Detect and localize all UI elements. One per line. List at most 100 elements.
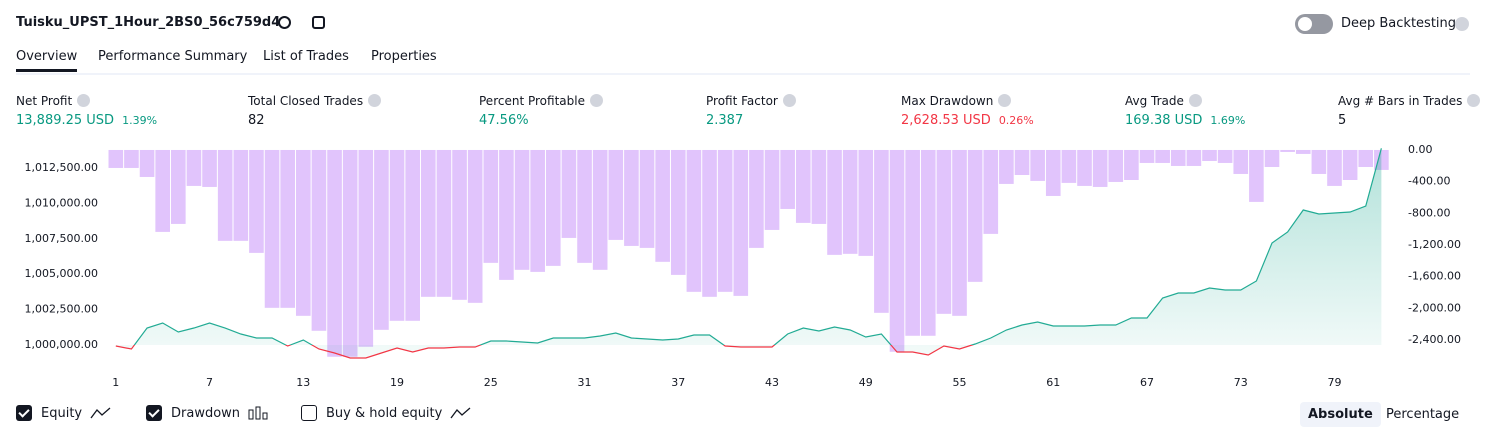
drawdown-bar (202, 149, 217, 187)
drawdown-bar (889, 149, 905, 352)
x-tick-label: 43 (765, 376, 779, 389)
chart: 1,000,000.00 1,002,500.00 1,005,000.00 1,00… (25, 143, 1461, 389)
drawdown-bar (1014, 149, 1030, 175)
drawdown-bar (124, 149, 139, 168)
deep-backtesting-toggle[interactable] (1295, 14, 1333, 34)
alert-icon[interactable] (312, 16, 325, 29)
drawdown-bar (795, 149, 811, 223)
drawdown-bar (999, 149, 1014, 184)
help-icon[interactable] (1455, 17, 1469, 31)
tab[interactable]: Overview (16, 49, 78, 72)
stat-value: 2.387 (706, 113, 744, 128)
stat: Avg # Bars in Trades 5 (1338, 94, 1481, 128)
drawdown-bar (686, 149, 702, 292)
drawdown-bar (389, 149, 405, 321)
drawdown-bar (280, 149, 295, 308)
drawdown-bar (874, 149, 889, 313)
stat-label-row: Percent Profitable (479, 94, 603, 108)
stat-value-row: 13,889.25 USD 1.39% (16, 113, 157, 128)
drawdown-bar (436, 149, 452, 297)
info-icon[interactable] (368, 94, 382, 107)
legend-label: Equity (41, 405, 83, 421)
stat: Avg Trade 169.38 USD 1.69% (1125, 94, 1245, 128)
tab[interactable]: Performance Summary (98, 49, 248, 64)
stat-label-row: Avg # Bars in Trades (1338, 94, 1481, 108)
x-tick-label: 25 (484, 376, 498, 389)
y2-tick-label: -1,600.00 (1408, 270, 1461, 283)
stat-label-row: Avg Trade (1125, 94, 1245, 108)
tab[interactable]: List of Trades (263, 49, 349, 64)
settings-icon[interactable] (278, 16, 291, 29)
x-tick-label: 55 (953, 376, 967, 389)
x-tick-label: 37 (671, 376, 685, 389)
y-tick-label: 1,010,000.00 (25, 196, 98, 209)
checkbox[interactable] (146, 405, 162, 421)
x-tick-label: 31 (578, 376, 592, 389)
legend-icon (248, 406, 268, 420)
drawdown-bar (1202, 149, 1217, 161)
drawdown-bar (1249, 149, 1264, 202)
drawdown-bar (155, 149, 170, 232)
drawdown-bar (420, 149, 436, 297)
drawdown-bar (311, 149, 327, 331)
stat-value-row: 169.38 USD 1.69% (1125, 113, 1245, 128)
drawdown-bar (764, 149, 780, 230)
drawdown-bar (1342, 149, 1358, 180)
stat-label: Avg # Bars in Trades (1338, 94, 1463, 108)
drawdown-bar (545, 149, 561, 266)
info-icon[interactable] (1467, 94, 1481, 107)
legend-icon (90, 407, 111, 419)
info-icon[interactable] (589, 94, 603, 107)
y2-tick-label: -2,000.00 (1408, 301, 1461, 314)
drawdown-bar (1186, 149, 1202, 166)
stat-percent: 1.39% (122, 114, 158, 127)
drawdown-bar (186, 149, 202, 186)
stat: Net Profit 13,889.25 USD 1.39% (16, 94, 157, 128)
stat-label-row: Total Closed Trades (248, 94, 382, 108)
drawdown-bar (452, 149, 467, 300)
drawdown-bar (405, 149, 420, 321)
stat: Max Drawdown 2,628.53 USD 0.26% (901, 94, 1034, 128)
drawdown-bar (608, 149, 624, 240)
legend-item[interactable]: Drawdown (146, 405, 270, 421)
stat-value: 2,628.53 USD (901, 113, 991, 128)
legend-item[interactable]: Equity (16, 405, 112, 421)
drawdown-bar (264, 149, 280, 308)
legend-item[interactable]: Buy & hold equity (301, 405, 472, 421)
drawdown-bar (983, 149, 999, 234)
drawdown-bar (733, 149, 749, 296)
info-icon[interactable] (1188, 94, 1202, 107)
stat-label: Profit Factor (706, 94, 778, 108)
stat: Total Closed Trades 82 (248, 94, 382, 128)
stat-label: Total Closed Trades (248, 94, 364, 108)
drawdown-bar (1155, 149, 1170, 163)
legend-label: Buy & hold equity (326, 405, 443, 421)
view-button[interactable]: Absolute (1300, 402, 1381, 427)
drawdown-bar (842, 149, 858, 254)
drawdown-bar (655, 149, 670, 262)
y2-tick-label: -2,400.00 (1408, 333, 1461, 346)
stat: Percent Profitable 47.56% (479, 94, 603, 128)
stat-label: Net Profit (16, 94, 73, 108)
drawdown-bar (217, 149, 233, 241)
deep-backtesting-label: Deep Backtesting (1341, 16, 1457, 31)
drawdown-bar (1264, 149, 1280, 167)
drawdown-bar (1217, 149, 1233, 163)
x-tick-label: 19 (390, 376, 404, 389)
y-tick-label: 1,012,500.00 (25, 161, 98, 174)
info-icon[interactable] (998, 94, 1012, 107)
checkbox[interactable] (16, 405, 32, 421)
checkbox[interactable] (301, 405, 317, 421)
tab[interactable]: Properties (371, 49, 437, 64)
drawdown-bar (483, 149, 499, 263)
drawdown-bar (1108, 149, 1124, 182)
drawdown-bar (1139, 149, 1155, 163)
stat-label-row: Profit Factor (706, 94, 796, 108)
view-button[interactable]: Percentage (1386, 407, 1460, 422)
info-icon[interactable] (782, 94, 796, 107)
info-icon[interactable] (77, 94, 91, 107)
x-tick-label: 13 (296, 376, 310, 389)
drawdown-bar (530, 149, 545, 272)
drawdown-bar (1311, 149, 1327, 174)
